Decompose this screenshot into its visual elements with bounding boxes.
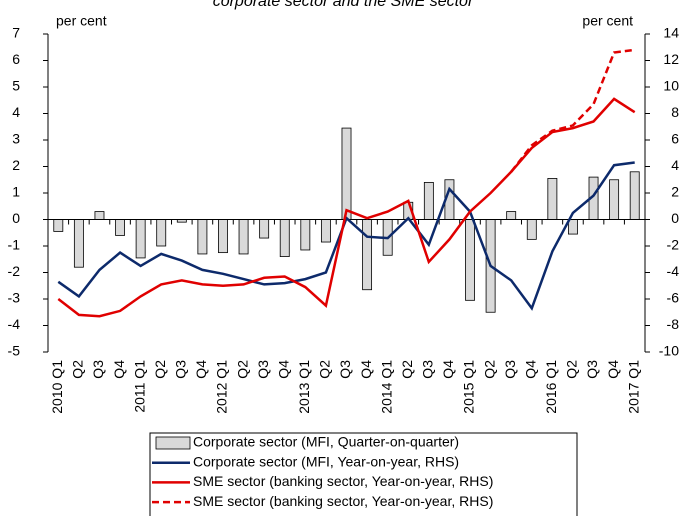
chart-title: corporate sector and the SME sector [213,0,474,10]
y2-tick-label: -10 [659,343,679,359]
x-tick-label: 2017 Q1 [625,360,641,414]
bar [609,179,620,220]
y2-tick-label: 8 [671,104,679,120]
x-tick-label: Q4 [440,360,456,379]
x-tick-label: Q4 [111,360,127,379]
x-tick-label: 2011 Q1 [131,360,147,413]
y2-tick-label: 6 [671,131,679,147]
y-tick-label: 4 [12,104,20,120]
x-tick-label: Q2 [564,360,580,379]
y-tick-label: -5 [8,343,21,359]
bar [506,211,517,220]
x-tick-label: Q2 [399,360,415,379]
legend-label: Corporate sector (MFI, Quarter-on-quarte… [193,434,459,450]
x-tick-label: 2016 Q1 [543,360,559,414]
y-tick-label: 1 [12,184,20,200]
x-tick-label: Q3 [420,360,436,379]
bar [259,219,270,239]
x-tick-label: Q4 [605,360,621,379]
legend-label: SME sector (banking sector, Year-on-year… [193,473,493,489]
y-tick-label: 0 [12,210,20,226]
y2-tick-label: -8 [667,316,680,332]
x-tick-label: Q3 [173,360,189,379]
bar [320,219,331,243]
x-tick-label: 2010 Q1 [49,360,65,414]
x-tick-label: 2014 Q1 [378,360,394,414]
x-tick-label: Q2 [317,360,333,379]
bar [341,127,352,220]
x-tick-label: Q4 [522,360,538,379]
y-tick-label: 5 [12,78,20,94]
y2-tick-label: 2 [671,184,679,200]
y-tick-label: 3 [12,131,20,147]
x-tick-label: Q4 [275,360,291,379]
y2-tick-label: -6 [667,290,680,306]
bar [197,219,208,255]
y-tick-label: 2 [12,157,20,173]
bar [279,219,290,257]
y2-tick-label: 12 [663,51,679,67]
bar [362,219,373,291]
y-axis-label: per cent [56,13,107,29]
line [57,161,635,311]
bar [94,211,105,220]
bar [238,219,249,255]
x-tick-label: Q4 [193,360,209,379]
bar [53,219,64,232]
y-tick-label: -1 [8,237,21,253]
x-tick-label: Q3 [584,360,600,379]
y2-tick-label: 14 [663,25,679,41]
y2-tick-label: 10 [663,78,679,94]
y-tick-label: 6 [12,51,20,67]
bar [156,219,167,247]
x-tick-label: Q3 [255,360,271,379]
line [57,97,636,318]
y2-axis-label: per cent [582,13,633,29]
x-tick-label: Q2 [70,360,86,379]
legend-label: Corporate sector (MFI, Year-on-year, RHS… [193,453,459,469]
x-tick-label: Q3 [90,360,106,379]
bar [300,219,311,251]
bar [629,171,640,220]
y-tick-label: -2 [8,263,21,279]
y2-tick-label: 4 [671,157,679,173]
bar [568,219,578,235]
x-tick-label: Q3 [337,360,353,379]
bar [73,219,84,268]
x-tick-label: Q2 [234,360,250,379]
bar [135,219,146,259]
x-tick-label: Q4 [358,360,374,379]
y2-tick-label: -2 [667,237,680,253]
x-tick-label: Q2 [152,360,168,379]
x-tick-label: 2013 Q1 [296,360,312,414]
bar [547,178,558,220]
y2-tick-label: 0 [671,210,679,226]
y-tick-label: -3 [8,290,21,306]
legend-label: SME sector (banking sector, Year-on-year… [193,493,493,509]
y2-tick-label: -4 [667,263,680,279]
x-tick-label: Q2 [481,360,497,379]
x-tick-label: 2015 Q1 [461,360,477,414]
line [510,48,635,173]
bar [465,219,475,301]
bar [423,181,434,220]
y-tick-label: -4 [8,316,21,332]
bar [115,219,125,236]
bar [526,219,537,240]
x-tick-label: 2012 Q1 [214,360,230,414]
y-tick-label: 7 [12,25,20,41]
legend-box [149,432,578,516]
bar [218,219,228,254]
legend-swatch [155,436,191,450]
x-tick-label: Q3 [502,360,518,379]
